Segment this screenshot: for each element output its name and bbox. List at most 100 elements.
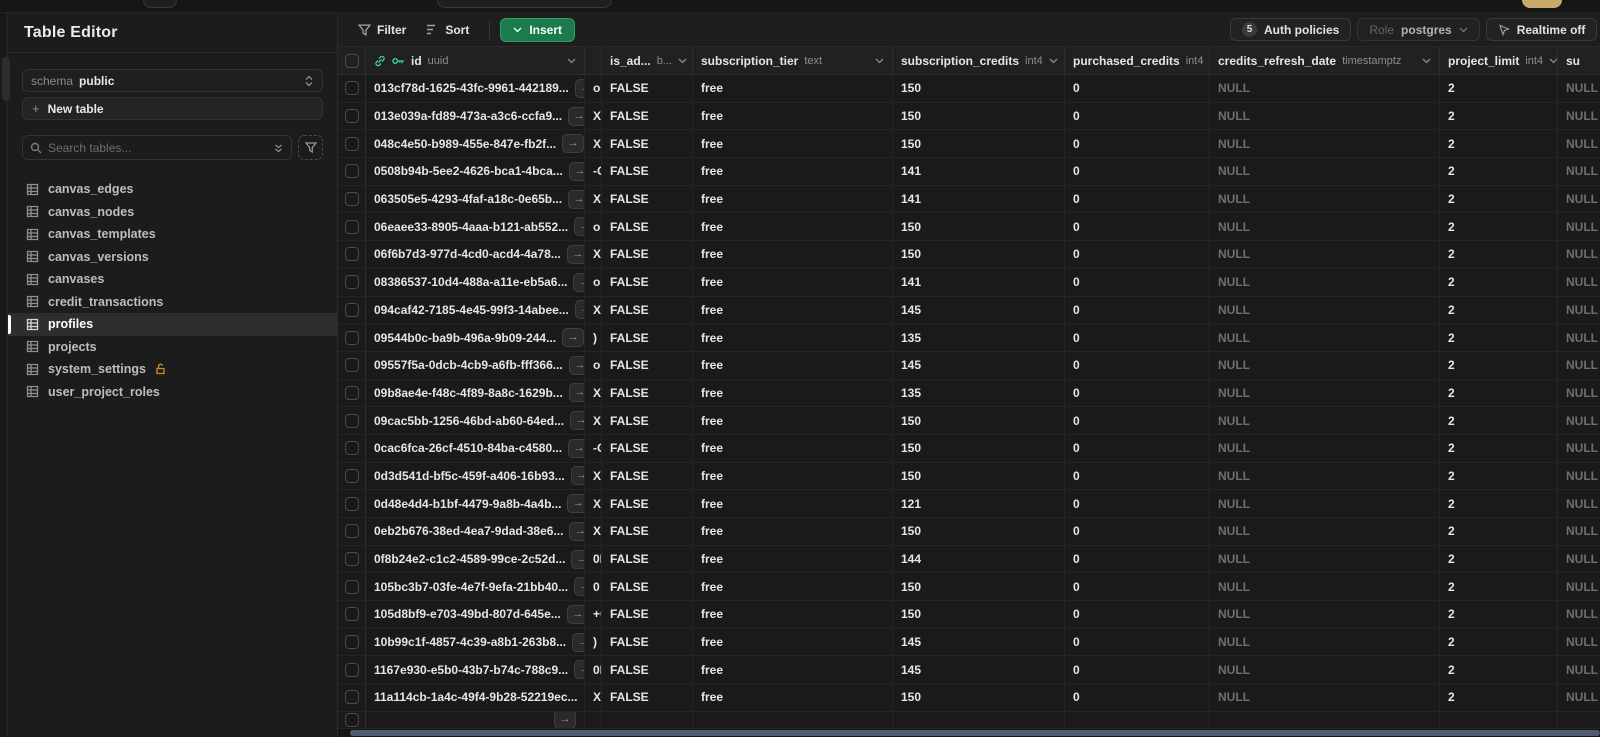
row-checkbox[interactable] — [344, 247, 359, 262]
cell-limit[interactable]: 2 — [1440, 351, 1558, 379]
row-expand-button[interactable]: → — [574, 78, 584, 98]
cell-frag[interactable]: 0I — [585, 656, 602, 684]
cell-is_admin[interactable]: FALSE — [602, 324, 693, 351]
cell-tier[interactable]: free — [693, 158, 893, 185]
cell-last[interactable]: NULL — [1558, 324, 1600, 351]
row-expand-button[interactable]: → — [562, 328, 584, 348]
cell-sub_credits[interactable]: 150 — [893, 75, 1065, 102]
cell-limit[interactable]: 2 — [1440, 379, 1558, 407]
column-header-purchased_credits[interactable]: purchased_credits int4 — [1065, 47, 1210, 74]
cell-tier[interactable]: free — [693, 213, 893, 241]
cell-is_admin[interactable]: FALSE — [602, 656, 693, 684]
cell-frag[interactable]: 0 — [585, 573, 602, 601]
cell-sub_credits[interactable]: 150 — [893, 573, 1065, 601]
cell-last[interactable]: NULL — [1558, 213, 1600, 240]
cell-id[interactable]: 0d48e4d4-b1bf-4479-9a8b-4a4b... → — [366, 490, 585, 517]
cell-limit[interactable]: 2 — [1440, 628, 1558, 656]
cell-limit[interactable]: 2 — [1440, 158, 1558, 185]
cell-refresh[interactable]: NULL — [1210, 75, 1440, 102]
cell-sub_credits[interactable]: 145 — [893, 296, 1065, 324]
cell-refresh[interactable]: NULL — [1210, 573, 1440, 601]
cell-last[interactable]: NULL — [1558, 463, 1600, 490]
cell-sub_credits[interactable]: 150 — [893, 601, 1065, 628]
cell-frag[interactable]: -C — [585, 434, 602, 462]
sidebar-item-user_project_roles[interactable]: user_project_roles — [8, 381, 337, 404]
row-checkbox[interactable] — [344, 192, 359, 207]
chevron-down-icon[interactable] — [678, 58, 687, 64]
cell-id[interactable]: 0eb2b676-38ed-4ea7-9dad-38e6... → — [366, 518, 585, 545]
cell-sub_credits[interactable]: 145 — [893, 628, 1065, 656]
row-checkbox[interactable] — [344, 330, 359, 345]
cell-tier[interactable]: free — [693, 268, 893, 296]
column-header-narrow[interactable] — [585, 47, 602, 74]
cell-frag[interactable]: ) — [585, 628, 602, 656]
cell-sub_credits[interactable]: 150 — [893, 102, 1065, 130]
column-header-project_limit[interactable]: project_limit int4 — [1440, 47, 1558, 74]
cell-tier[interactable]: free — [693, 573, 893, 601]
role-select[interactable]: Role postgres — [1357, 18, 1480, 41]
cell-refresh[interactable]: NULL — [1210, 518, 1440, 545]
row-expand-button[interactable]: → — [568, 106, 584, 126]
cell-frag[interactable]: X — [585, 684, 602, 711]
cell-purchased[interactable]: 0 — [1065, 213, 1210, 241]
cell-limit[interactable]: 2 — [1440, 213, 1558, 241]
row-checkbox[interactable] — [344, 662, 359, 677]
sidebar-item-canvas_templates[interactable]: canvas_templates — [8, 223, 337, 246]
cell-id[interactable]: 013cf78d-1625-43fc-9961-442189... → — [366, 75, 585, 102]
cell-id[interactable]: 0cac6fca-26cf-4510-84ba-c4580... → — [366, 434, 585, 462]
cell-frag[interactable]: X — [585, 462, 602, 490]
cell-tier[interactable]: free — [693, 296, 893, 324]
cell-last[interactable]: NULL — [1558, 380, 1600, 407]
chevron-down-icon[interactable] — [1049, 58, 1058, 64]
row-checkbox[interactable] — [344, 413, 359, 428]
cell-last[interactable]: NULL — [1558, 269, 1600, 296]
cell-refresh[interactable]: NULL — [1210, 379, 1440, 407]
cell-frag[interactable]: X — [585, 185, 602, 213]
row-checkbox[interactable] — [344, 690, 359, 705]
realtime-toggle-button[interactable]: Realtime off — [1485, 18, 1598, 41]
row-expand-button[interactable]: → — [568, 438, 584, 458]
cell-refresh[interactable]: NULL — [1210, 628, 1440, 656]
sidebar-item-canvas_nodes[interactable]: canvas_nodes — [8, 201, 337, 224]
sidebar-item-system_settings[interactable]: system_settings — [8, 358, 337, 381]
cell-last[interactable]: NULL — [1558, 601, 1600, 628]
cell-id[interactable]: 11a114cb-1a4c-49f4-9b28-52219ec...→ — [366, 684, 585, 711]
row-expand-button[interactable]: → — [574, 577, 584, 597]
cell-frag[interactable]: X — [585, 518, 602, 545]
cell-last[interactable]: NULL — [1558, 435, 1600, 462]
chevron-down-icon[interactable] — [567, 58, 576, 64]
row-checkbox[interactable] — [344, 81, 359, 96]
cell-refresh[interactable]: NULL — [1210, 434, 1440, 462]
cell-frag[interactable]: ) — [585, 324, 602, 351]
sidebar-item-profiles[interactable]: profiles — [8, 313, 337, 336]
cell-last[interactable]: NULL — [1558, 158, 1600, 185]
cell-last[interactable]: NULL — [1558, 407, 1600, 434]
cell-is_admin[interactable]: FALSE — [602, 296, 693, 324]
cell-purchased[interactable]: 0 — [1065, 185, 1210, 213]
row-checkbox[interactable] — [344, 385, 359, 400]
cell-is_admin[interactable]: FALSE — [602, 462, 693, 490]
cell-frag[interactable]: 0I — [585, 545, 602, 573]
cell-id[interactable]: 105bc3b7-03fe-4e7f-9efa-21bb40... → — [366, 573, 585, 601]
cell-is_admin[interactable]: FALSE — [602, 185, 693, 213]
cell-purchased[interactable]: 0 — [1065, 158, 1210, 185]
cell-limit[interactable]: 2 — [1440, 462, 1558, 490]
cell-limit[interactable]: 2 — [1440, 185, 1558, 213]
cell-sub_credits[interactable]: 141 — [893, 185, 1065, 213]
cell-refresh[interactable]: NULL — [1210, 545, 1440, 573]
cell-limit[interactable]: 2 — [1440, 684, 1558, 711]
cell-refresh[interactable]: NULL — [1210, 324, 1440, 351]
cell-limit[interactable]: 2 — [1440, 573, 1558, 601]
cell-purchased[interactable]: 0 — [1065, 490, 1210, 517]
horizontal-scrollbar[interactable] — [338, 728, 1600, 737]
cell-tier[interactable]: free — [693, 545, 893, 573]
cell-is_admin[interactable]: FALSE — [602, 213, 693, 241]
cell-last[interactable]: NULL — [1558, 103, 1600, 130]
cell-refresh[interactable]: NULL — [1210, 130, 1440, 158]
cell-limit[interactable]: 2 — [1440, 324, 1558, 351]
filter-button[interactable]: Filter — [348, 18, 416, 42]
cell-frag[interactable]: o — [585, 268, 602, 296]
cell-frag[interactable]: X — [585, 379, 602, 407]
column-header-id[interactable]: id uuid — [366, 47, 585, 74]
cell-last[interactable]: NULL — [1558, 352, 1600, 379]
